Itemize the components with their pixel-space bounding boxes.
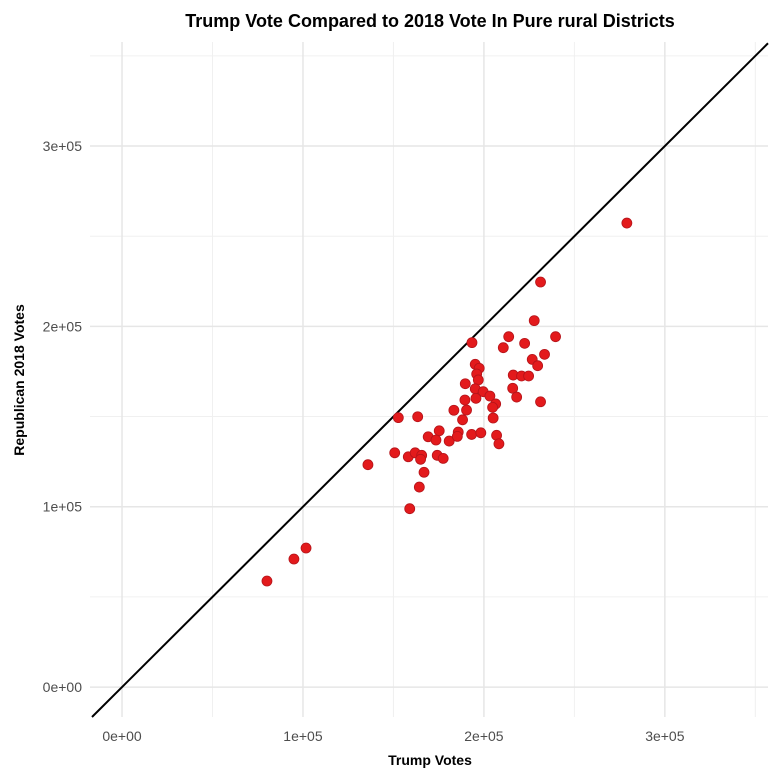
x-tick-labels: 0e+00 1e+05 2e+05 3e+05 bbox=[102, 728, 684, 744]
y-axis-label: Republican 2018 Votes bbox=[11, 304, 27, 456]
data-point bbox=[484, 390, 496, 402]
grid bbox=[90, 42, 768, 717]
data-point bbox=[300, 542, 312, 554]
data-point bbox=[487, 412, 499, 424]
x-tick-label: 1e+05 bbox=[283, 728, 323, 744]
y-tick-label: 0e+00 bbox=[43, 679, 83, 695]
data-point bbox=[459, 394, 471, 406]
data-point bbox=[475, 427, 487, 439]
data-point bbox=[535, 396, 546, 408]
x-tick-label: 3e+05 bbox=[645, 728, 685, 744]
data-point bbox=[497, 342, 509, 354]
data-point bbox=[451, 430, 463, 442]
y-tick-label: 2e+05 bbox=[43, 318, 83, 334]
data-point bbox=[362, 459, 374, 471]
y-tick-labels: 0e+00 1e+05 2e+05 3e+05 bbox=[43, 138, 83, 695]
data-point bbox=[466, 337, 478, 349]
data-point bbox=[550, 331, 561, 343]
x-tick-label: 0e+00 bbox=[102, 728, 142, 744]
data-point bbox=[288, 553, 300, 565]
x-tick-label: 2e+05 bbox=[464, 728, 504, 744]
data-point bbox=[470, 392, 482, 404]
y-tick-label: 3e+05 bbox=[43, 138, 83, 154]
data-point bbox=[519, 337, 531, 349]
chart-title: Trump Vote Compared to 2018 Vote In Pure… bbox=[185, 11, 674, 31]
data-point bbox=[418, 466, 430, 478]
data-point bbox=[443, 435, 455, 447]
data-point bbox=[507, 382, 519, 394]
data-point bbox=[532, 360, 544, 372]
data-point bbox=[511, 391, 523, 403]
data-point bbox=[621, 217, 633, 229]
data-point bbox=[493, 438, 505, 450]
data-point bbox=[389, 447, 401, 459]
data-point bbox=[528, 315, 540, 327]
data-point bbox=[503, 331, 515, 343]
data-point bbox=[457, 414, 468, 426]
x-axis-label: Trump Votes bbox=[388, 752, 472, 768]
data-point bbox=[261, 575, 273, 587]
data-point bbox=[413, 481, 425, 493]
y-tick-label: 1e+05 bbox=[43, 499, 83, 515]
points bbox=[261, 217, 633, 587]
data-point bbox=[448, 404, 460, 416]
data-point bbox=[466, 429, 478, 440]
data-point bbox=[459, 378, 471, 390]
data-point bbox=[392, 412, 404, 424]
data-point bbox=[437, 452, 449, 464]
data-point bbox=[535, 276, 546, 288]
data-point bbox=[539, 348, 550, 360]
reference-line-y-equals-x bbox=[91, 42, 769, 718]
data-point bbox=[404, 503, 416, 515]
data-point bbox=[523, 370, 535, 382]
data-point bbox=[430, 434, 442, 446]
data-point bbox=[487, 401, 499, 413]
data-point bbox=[433, 425, 445, 437]
data-point bbox=[461, 404, 472, 416]
data-point bbox=[412, 411, 424, 423]
data-point bbox=[415, 453, 426, 465]
